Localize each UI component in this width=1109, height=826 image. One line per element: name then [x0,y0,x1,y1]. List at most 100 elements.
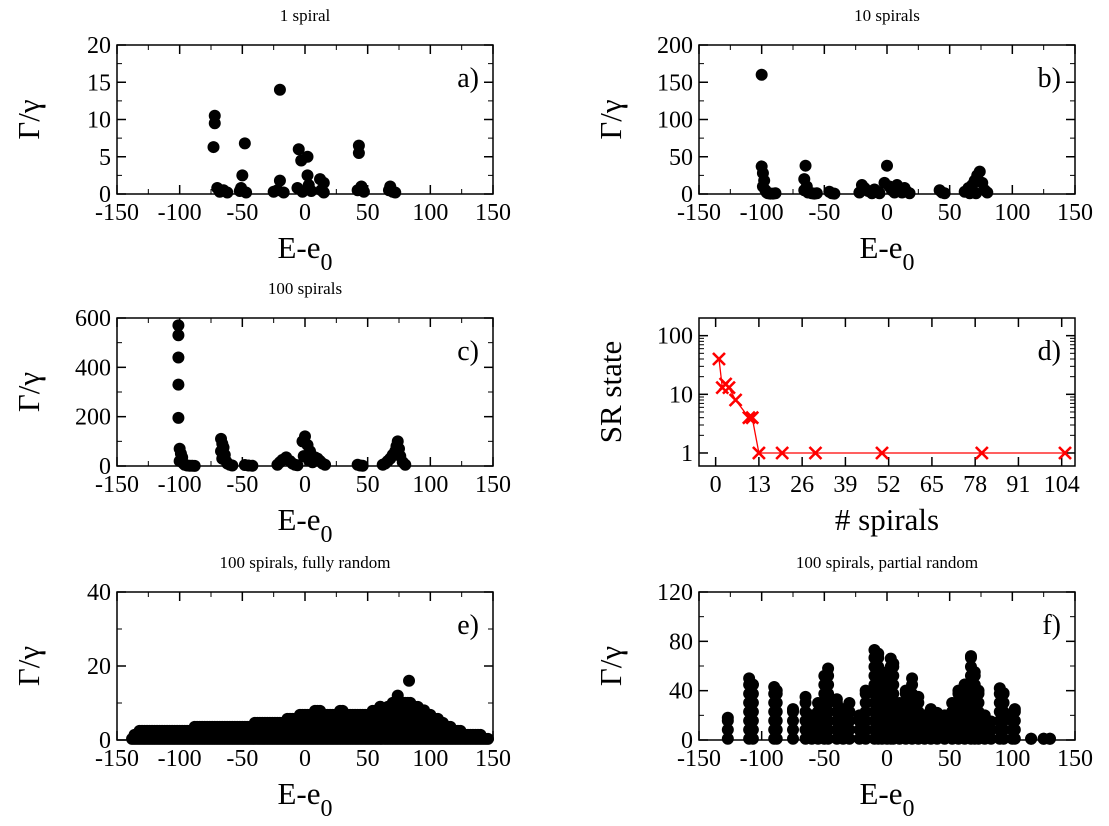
x-axis-label-main: E-e [277,230,320,265]
y-tick-label: 40 [87,580,111,606]
x-axis-label: E-e0 [277,502,332,548]
y-tick-label: 15 [87,70,111,96]
x-tick-label: 50 [938,746,962,772]
data-point [770,732,783,745]
x-tick-label: 0 [299,200,311,226]
y-tick-label: 0 [99,454,111,480]
x-axis-label: E-e0 [277,230,332,276]
data-point [972,696,985,709]
data-point-x-marker [712,352,726,366]
x-tick-label: -150 [95,200,139,226]
y-axis-label: Γ/γ [593,646,628,686]
data-point [207,141,220,154]
data-point [770,723,783,736]
x-tick-label: 39 [833,472,857,498]
data-point [822,687,835,700]
data-point [787,732,799,745]
x-tick-label: 100 [412,746,448,772]
x-tick-label: 0 [881,746,893,772]
x-tick-label: 91 [1006,472,1030,498]
x-tick-label: -100 [158,200,202,226]
data-point [843,714,856,727]
y-tick-label: 200 [75,405,111,431]
x-tick-label: 50 [938,200,962,226]
data-point [887,687,900,700]
y-tick-label: 200 [657,33,693,59]
x-tick-label: -150 [677,200,721,226]
data-point [301,169,314,182]
data-point [843,697,856,709]
y-tick-label: 10 [669,382,693,408]
data-point [770,684,783,697]
data-point [873,187,886,200]
panel-label: a) [457,63,479,94]
x-tick-label: 100 [412,472,448,498]
data-point [746,687,759,700]
data-point [481,732,494,745]
data-point [822,723,835,736]
data-point [273,174,286,187]
data-point [972,684,985,697]
chart-title: 100 spirals, partial random [796,553,978,572]
x-axis-label-subscript: 0 [321,796,333,822]
x-tick-label: 100 [412,200,448,226]
y-tick-label: 120 [657,580,693,606]
chart-title: 10 spirals [854,6,920,25]
x-tick-label: 52 [877,472,901,498]
panel-c: 100 spirals -150 -100 -50 0 50 100 150 0 200 400 60… [11,279,511,548]
data-point [1008,703,1021,716]
data-marks [172,319,412,472]
x-tick-label: 0 [299,746,311,772]
y-tick-label: 600 [75,306,111,332]
panel-e: 100 spirals, fully random -150 -100 -50 0 50 1… [11,553,511,822]
data-point [746,714,759,727]
data-point [822,705,835,718]
x-tick-label: -100 [740,746,784,772]
data-point [822,678,835,691]
x-tick-label: -50 [226,200,258,226]
x-tick-label: 50 [356,200,380,226]
data-point [226,459,239,472]
x-tick-label: 50 [356,472,380,498]
data-point [964,650,977,663]
data-point [912,690,925,703]
data-point [985,732,998,745]
data-point [1025,732,1038,745]
data-point [822,714,835,727]
data-point [746,723,759,736]
data-point [981,186,994,199]
x-tick-label: 0 [299,472,311,498]
x-tick-label: -100 [158,472,202,498]
data-point [903,187,916,200]
data-point [843,705,856,718]
x-axis-label-subscript: 0 [903,796,915,822]
x-axis-label: E-e0 [859,776,914,822]
data-marks [755,68,994,200]
x-axis-label: # spirals [835,502,939,537]
data-point [787,703,799,716]
x-tick-label: 65 [920,472,944,498]
x-tick-label: 100 [994,200,1030,226]
data-point [822,732,835,745]
data-point [172,378,185,391]
data-point [1008,723,1021,736]
x-axis-label-subscript: 0 [321,522,333,548]
data-marks [712,352,1072,460]
y-tick-label: 150 [657,70,693,96]
data-point [351,184,364,197]
data-point [271,458,284,471]
data-point [770,696,783,709]
x-tick-label: -50 [226,746,258,772]
y-axis-label: Γ/γ [11,99,46,139]
panel-a: 1 spiral-150 -100 -50 0 50 100 15005101520E-e0… [11,6,511,276]
chart-title: 100 spirals [268,279,342,298]
data-point [291,459,304,472]
data-point [985,715,998,728]
x-axis-label-subscript: 0 [903,250,915,276]
panel-label: c) [457,336,479,367]
data-point [352,147,365,160]
x-tick-label: 150 [475,200,511,226]
data-point [843,723,856,736]
x-tick-label: 0 [881,200,893,226]
data-point [997,687,1010,700]
